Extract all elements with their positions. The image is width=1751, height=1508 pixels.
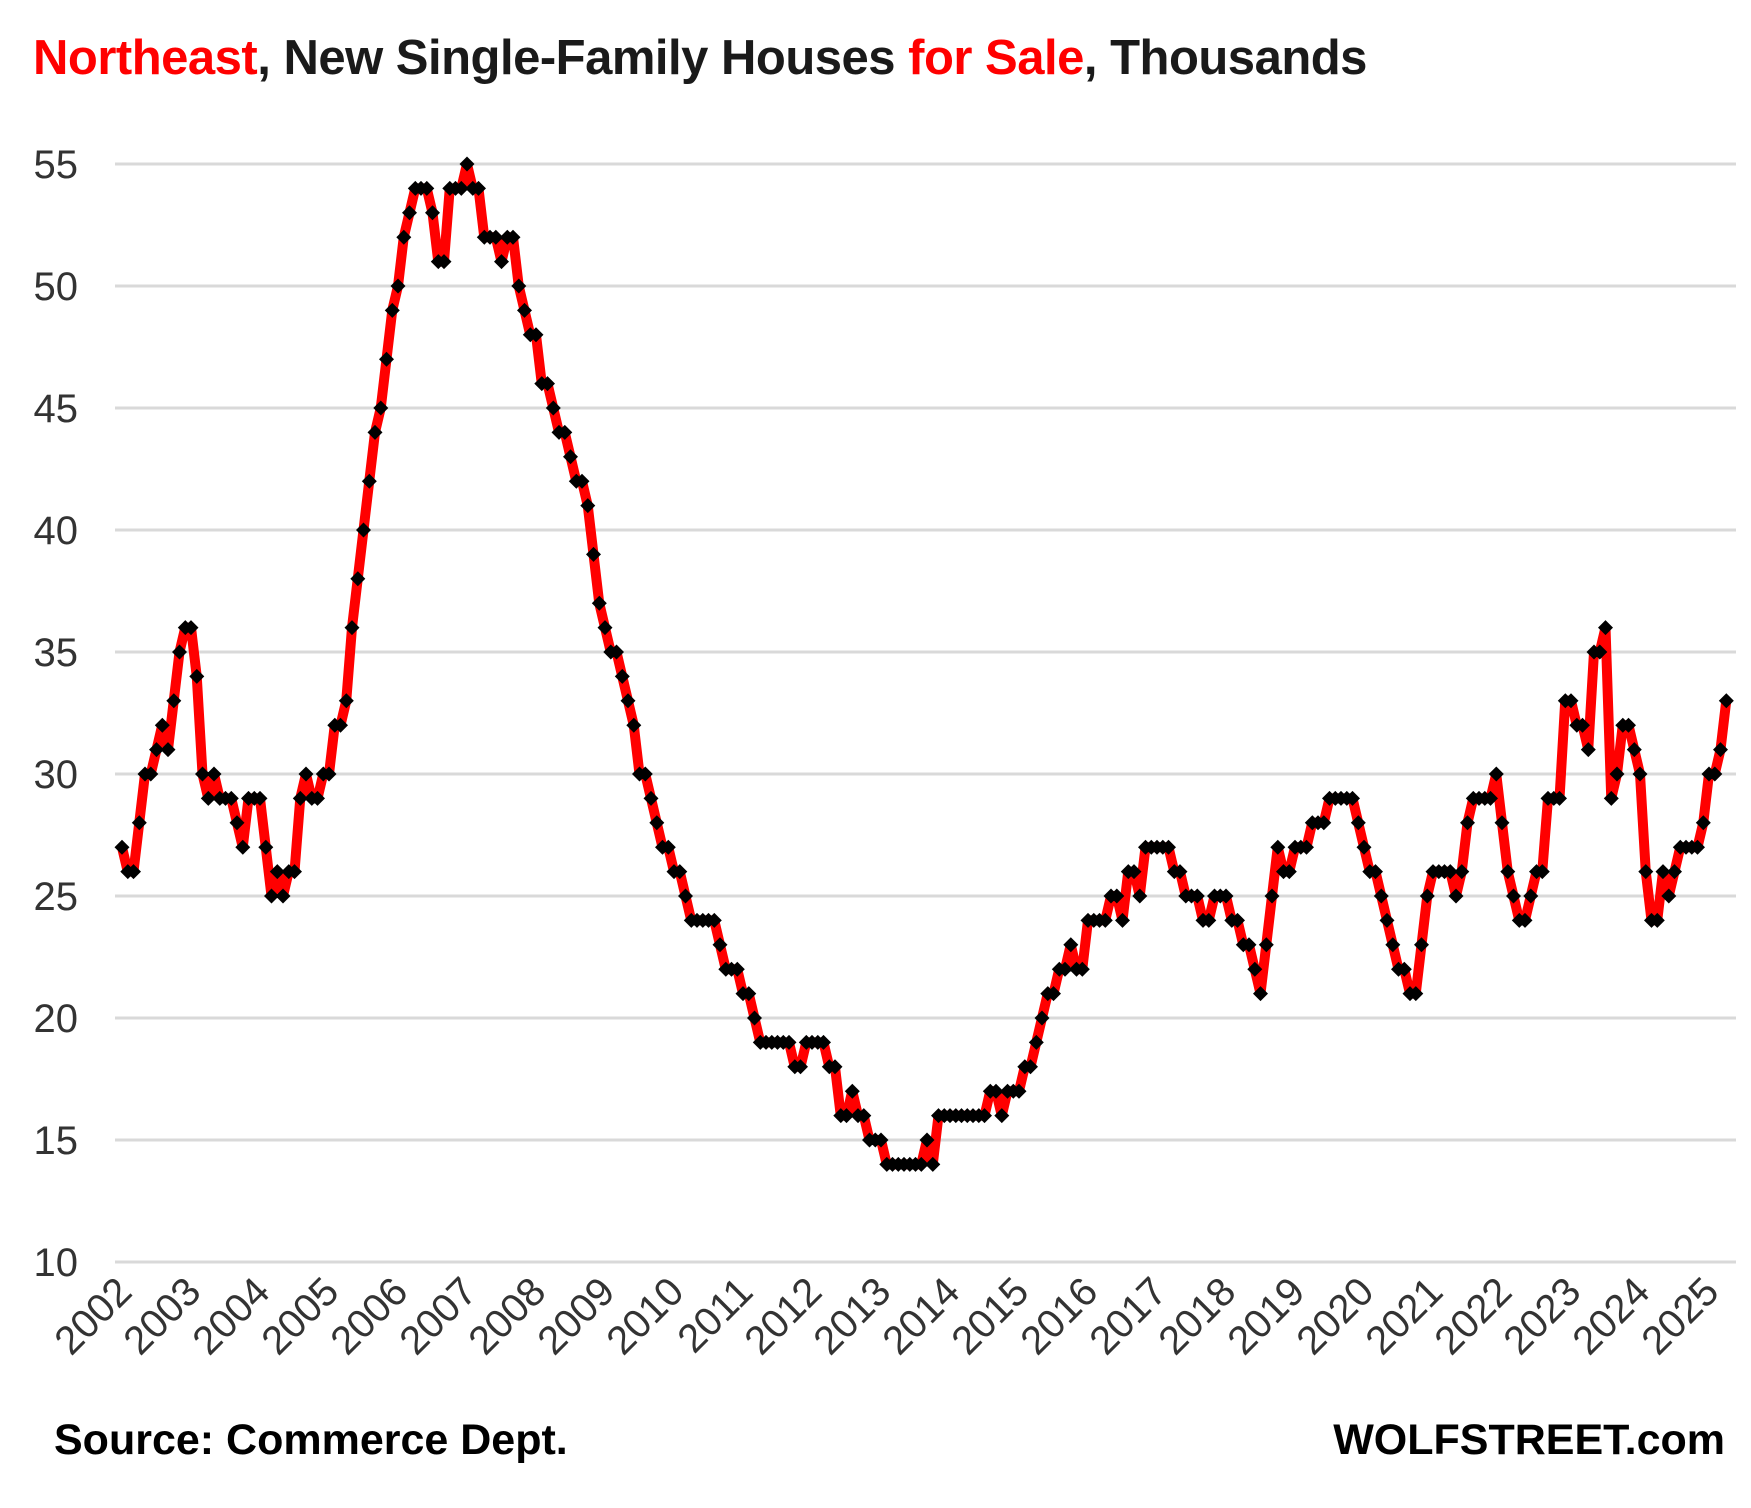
y-tick-label-50: 50 [34,265,79,309]
x-tick-label-2018: 2018 [1150,1269,1244,1363]
source-note: Source: Commerce Dept. [54,1416,568,1464]
x-tick-label-2023: 2023 [1495,1269,1589,1363]
x-tick-label-2011: 2011 [669,1269,761,1361]
x-tick-label-2007: 2007 [391,1269,485,1363]
y-tick-label-55: 55 [34,143,79,187]
x-tick-label-2025: 2025 [1633,1269,1727,1363]
y-tick-label-10: 10 [34,1241,79,1285]
title-part-main: , New Single-Family Houses [257,31,909,85]
x-tick-label-2019: 2019 [1219,1269,1313,1363]
x-tick-label-2006: 2006 [322,1269,416,1363]
x-tick-label-2003: 2003 [115,1269,209,1363]
x-tick-label-2020: 2020 [1288,1269,1382,1363]
title-part-region: Northeast [33,31,258,85]
y-tick-label-35: 35 [34,631,79,675]
x-tick-label-2021: 2021 [1357,1269,1451,1363]
x-tick-label-2004: 2004 [184,1269,278,1363]
series-point-markers [114,156,1734,1172]
x-tick-label-2024: 2024 [1564,1269,1658,1363]
y-axis-labels: 55 50 45 40 35 30 25 20 15 10 [34,143,79,1285]
y-tick-label-40: 40 [34,509,79,553]
x-axis-labels: 2002200320042005200620072008200920102011… [46,1269,1727,1363]
x-tick-label-2012: 2012 [736,1269,830,1363]
chart-title: Northeast, New Single-Family Houses for … [33,30,1733,86]
title-part-units: , Thousands [1083,31,1368,85]
series-line [117,159,1732,1170]
y-tick-label-20: 20 [34,997,79,1041]
y-tick-label-45: 45 [34,387,79,431]
y-tick-label-15: 15 [34,1119,79,1163]
x-tick-label-2014: 2014 [874,1269,968,1363]
y-tick-label-25: 25 [34,875,79,919]
x-tick-label-2010: 2010 [598,1269,692,1363]
x-tick-label-2008: 2008 [460,1269,554,1363]
x-tick-label-2009: 2009 [529,1269,623,1363]
x-tick-label-2016: 2016 [1012,1269,1106,1363]
title-part-forsale: for Sale [908,31,1084,85]
brand-watermark: WOLFSTREET.com [1333,1416,1725,1464]
x-tick-label-2013: 2013 [805,1269,899,1363]
gridlines [115,162,1736,1264]
x-tick-label-2022: 2022 [1426,1269,1520,1363]
x-tick-label-2015: 2015 [943,1269,1037,1363]
x-tick-label-2017: 2017 [1081,1269,1175,1363]
x-tick-label-2005: 2005 [253,1269,347,1363]
y-tick-label-30: 30 [34,753,79,797]
